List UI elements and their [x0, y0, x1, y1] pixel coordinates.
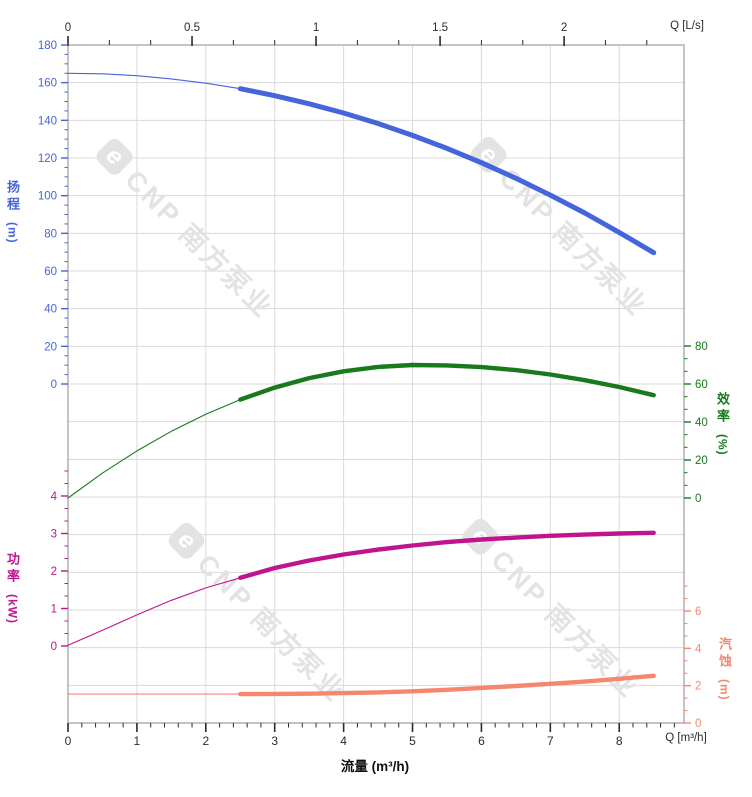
npsh-axis-unit: (m)	[717, 679, 732, 701]
svg-text:1: 1	[51, 604, 57, 616]
efficiency-curve-thin	[67, 399, 241, 499]
svg-text:0: 0	[65, 22, 71, 34]
svg-text:4: 4	[340, 734, 347, 748]
efficiency-axis-name: 效率	[714, 392, 730, 426]
svg-text:40: 40	[695, 417, 708, 429]
power-curve	[67, 530, 656, 646]
svg-text:4: 4	[695, 643, 702, 655]
svg-text:180: 180	[38, 40, 57, 52]
power-axis-title: 功率 (kW)	[4, 552, 20, 624]
efficiency-axis-title: 效率 (%)	[714, 392, 730, 456]
npsh-curve	[67, 673, 656, 697]
svg-text:60: 60	[695, 379, 708, 391]
bottom-axis: 0 1 2 3 4 5 6 7 8	[65, 723, 675, 748]
svg-text:0.5: 0.5	[184, 22, 200, 34]
power-axis-name: 功率	[4, 552, 20, 586]
svg-text:0: 0	[65, 734, 72, 748]
svg-text:5: 5	[409, 734, 416, 748]
npsh-axis-name: 汽蚀	[716, 637, 732, 671]
svg-text:2: 2	[51, 566, 57, 578]
svg-text:0: 0	[51, 641, 57, 653]
svg-text:80: 80	[695, 341, 708, 353]
svg-text:1: 1	[313, 22, 319, 34]
npsh-axis: 6 4 2 0	[684, 585, 702, 730]
svg-text:160: 160	[38, 78, 57, 90]
efficiency-curve	[67, 362, 656, 499]
svg-text:120: 120	[38, 153, 57, 165]
svg-text:8: 8	[616, 734, 623, 748]
head-curve-thick	[237, 86, 657, 256]
svg-text:0: 0	[695, 718, 701, 730]
svg-text:140: 140	[38, 115, 57, 127]
head-axis-unit: (m)	[5, 222, 20, 244]
svg-text:4: 4	[51, 491, 58, 503]
svg-text:80: 80	[44, 228, 57, 240]
svg-text:1: 1	[134, 734, 141, 748]
svg-text:100: 100	[38, 191, 57, 203]
svg-text:3: 3	[271, 734, 278, 748]
efficiency-axis: 80 60 40 20 0	[684, 341, 708, 505]
power-curve-thin	[67, 577, 241, 646]
efficiency-axis-unit: (%)	[715, 434, 730, 456]
head-curve	[67, 72, 657, 256]
efficiency-curve-thick	[238, 362, 656, 402]
bottom-axis-unit-label: Q [m³/h]	[665, 732, 707, 744]
top-axis-unit-label: Q [L/s]	[670, 20, 704, 32]
svg-text:0: 0	[695, 493, 701, 505]
head-axis: 180 160 140 120 100 80 60 40 20 0	[38, 40, 68, 391]
top-axis: 0 0.5 1 1.5 2	[65, 22, 648, 46]
svg-text:2: 2	[695, 681, 701, 693]
svg-text:0: 0	[51, 379, 57, 391]
head-axis-name: 扬程	[4, 180, 20, 214]
npsh-axis-title: 汽蚀 (m)	[716, 637, 732, 701]
gridlines	[68, 45, 684, 723]
svg-text:40: 40	[44, 304, 57, 316]
svg-text:20: 20	[44, 341, 57, 353]
svg-text:2: 2	[561, 22, 567, 34]
svg-text:3: 3	[51, 529, 57, 541]
power-axis: 4 3 2 1 0	[51, 470, 68, 653]
head-axis-title: 扬程 (m)	[4, 180, 20, 244]
svg-text:20: 20	[695, 455, 708, 467]
power-axis-unit: (kW)	[5, 594, 20, 624]
svg-text:60: 60	[44, 266, 57, 278]
svg-text:6: 6	[478, 734, 485, 748]
bottom-axis-title: 流量 (m³/h)	[340, 759, 410, 774]
power-curve-thick	[238, 530, 656, 580]
svg-text:1.5: 1.5	[432, 22, 448, 34]
svg-text:6: 6	[695, 606, 701, 618]
head-curve-thin	[67, 72, 241, 90]
npsh-curve-thick	[238, 673, 656, 697]
svg-text:7: 7	[547, 734, 554, 748]
svg-text:2: 2	[202, 734, 209, 748]
